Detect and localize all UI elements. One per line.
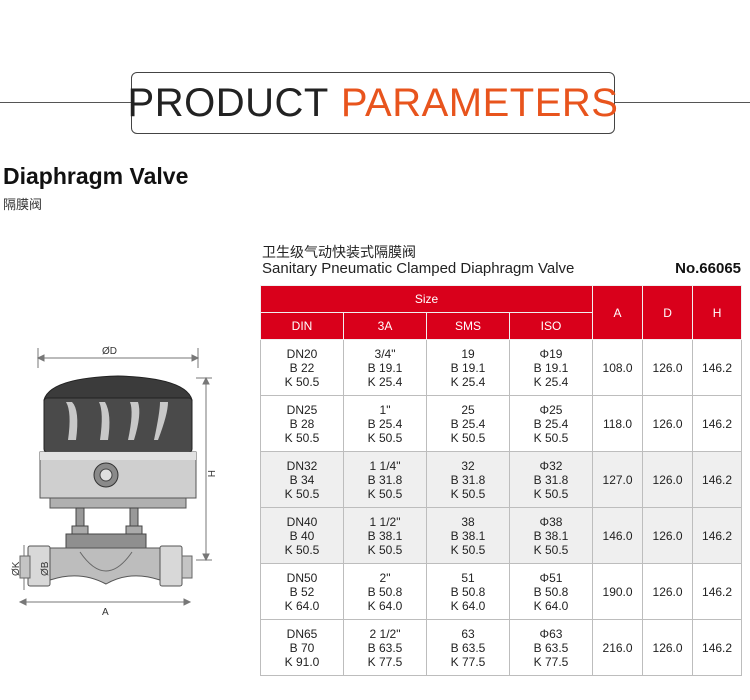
- product-title-cn: 隔膜阀: [3, 197, 43, 212]
- cell-sms: 38 B 38.1 K 50.5: [426, 507, 510, 564]
- label-height-h: H: [205, 470, 216, 477]
- cell-din: DN40 B 40 K 50.5: [260, 507, 344, 564]
- cell-din: DN50 B 52 K 64.0: [260, 563, 344, 620]
- col-header-sms: SMS: [426, 312, 510, 340]
- col-header-h: H: [692, 285, 743, 340]
- cell-sms: 25 B 25.4 K 50.5: [426, 395, 510, 452]
- cell-iso: Φ32 B 31.8 K 50.5: [508, 451, 594, 508]
- header-rule-left: [0, 102, 131, 103]
- cell-a: 146.0: [592, 507, 644, 564]
- table-row: DN20 B 22 K 50.5 3/4" B 19.1 K 25.4 19 B 19.1…: [260, 339, 743, 396]
- cell-h: 146.2: [692, 507, 743, 564]
- cell-din: DN25 B 28 K 50.5: [260, 395, 344, 452]
- cell-d: 126.0: [642, 507, 694, 564]
- cell-d: 126.0: [642, 339, 694, 396]
- cell-a: 190.0: [592, 563, 644, 620]
- cell-3a: 2 1/2" B 63.5 K 77.5: [343, 619, 427, 676]
- size-header: Size: [259, 285, 594, 313]
- header-rule-right: [614, 102, 750, 103]
- parameters-table: Size A D H DIN 3A SMS ISO DN20 B 22 K 50.5…: [259, 285, 743, 676]
- cell-d: 126.0: [642, 563, 694, 620]
- col-header-a: A: [592, 285, 644, 340]
- cell-3a: 3/4" B 19.1 K 25.4: [343, 339, 427, 396]
- section-title-word1: PRODUCT: [127, 80, 329, 125]
- label-diameter-b: ØB: [40, 561, 51, 576]
- table-row: DN32 B 34 K 50.5 1 1/4" B 31.8 K 50.5 32 B 31…: [260, 451, 743, 508]
- col-header-3a: 3A: [343, 312, 427, 340]
- cell-3a: 1 1/2" B 38.1 K 50.5: [343, 507, 427, 564]
- cell-a: 127.0: [592, 451, 644, 508]
- cell-h: 146.2: [692, 339, 743, 396]
- cell-din: DN32 B 34 K 50.5: [260, 451, 344, 508]
- label-diameter-d: ØD: [102, 346, 117, 357]
- table-row: DN25 B 28 K 50.5 1" B 25.4 K 50.5 25 B 25.4 K …: [260, 395, 743, 452]
- product-title: Diaphragm Valve: [3, 163, 189, 189]
- cell-d: 126.0: [642, 451, 694, 508]
- cell-iso: Φ19 B 19.1 K 25.4: [508, 339, 594, 396]
- col-header-iso: ISO: [508, 312, 594, 340]
- cell-h: 146.2: [692, 563, 743, 620]
- product-subtitle-cn: 卫生级气动快装式隔膜阀: [262, 244, 416, 260]
- cell-d: 126.0: [642, 619, 694, 676]
- cell-d: 126.0: [642, 395, 694, 452]
- table-row: DN65 B 70 K 91.0 2 1/2" B 63.5 K 77.5 63 B 63…: [260, 619, 743, 676]
- cell-din: DN65 B 70 K 91.0: [260, 619, 344, 676]
- cell-a: 108.0: [592, 339, 644, 396]
- col-header-d: D: [642, 285, 694, 340]
- cell-h: 146.2: [692, 451, 743, 508]
- model-number: No.66065: [675, 260, 741, 277]
- table-row: DN50 B 52 K 64.0 2" B 50.8 K 64.0 51 B 50.8 K …: [260, 563, 743, 620]
- cell-sms: 19 B 19.1 K 25.4: [426, 339, 510, 396]
- cell-3a: 1 1/4" B 31.8 K 50.5: [343, 451, 427, 508]
- col-header-din: DIN: [260, 312, 344, 340]
- product-subtitle-en: Sanitary Pneumatic Clamped Diaphragm Val…: [262, 260, 575, 277]
- cell-sms: 63 B 63.5 K 77.5: [426, 619, 510, 676]
- cell-h: 146.2: [692, 619, 743, 676]
- section-title-word2: PARAMETERS: [340, 80, 619, 125]
- cell-iso: Φ51 B 50.8 K 64.0: [508, 563, 594, 620]
- label-length-a: A: [102, 607, 109, 618]
- cell-3a: 1" B 25.4 K 50.5: [343, 395, 427, 452]
- cell-sms: 51 B 50.8 K 64.0: [426, 563, 510, 620]
- section-title: PRODUCT PARAMETERS: [127, 72, 618, 134]
- cell-3a: 2" B 50.8 K 64.0: [343, 563, 427, 620]
- table-row: DN40 B 40 K 50.5 1 1/2" B 38.1 K 50.5 38 B 38…: [260, 507, 743, 564]
- cell-din: DN20 B 22 K 50.5: [260, 339, 344, 396]
- cell-iso: Φ63 B 63.5 K 77.5: [508, 619, 594, 676]
- cell-sms: 32 B 31.8 K 50.5: [426, 451, 510, 508]
- cell-iso: Φ38 B 38.1 K 50.5: [508, 507, 594, 564]
- cell-a: 216.0: [592, 619, 644, 676]
- valve-diagram: ØD H A ØK ØB: [11, 346, 216, 618]
- label-diameter-k: ØK: [11, 561, 22, 576]
- cell-h: 146.2: [692, 395, 743, 452]
- cell-iso: Φ25 B 25.4 K 50.5: [508, 395, 594, 452]
- cell-a: 118.0: [592, 395, 644, 452]
